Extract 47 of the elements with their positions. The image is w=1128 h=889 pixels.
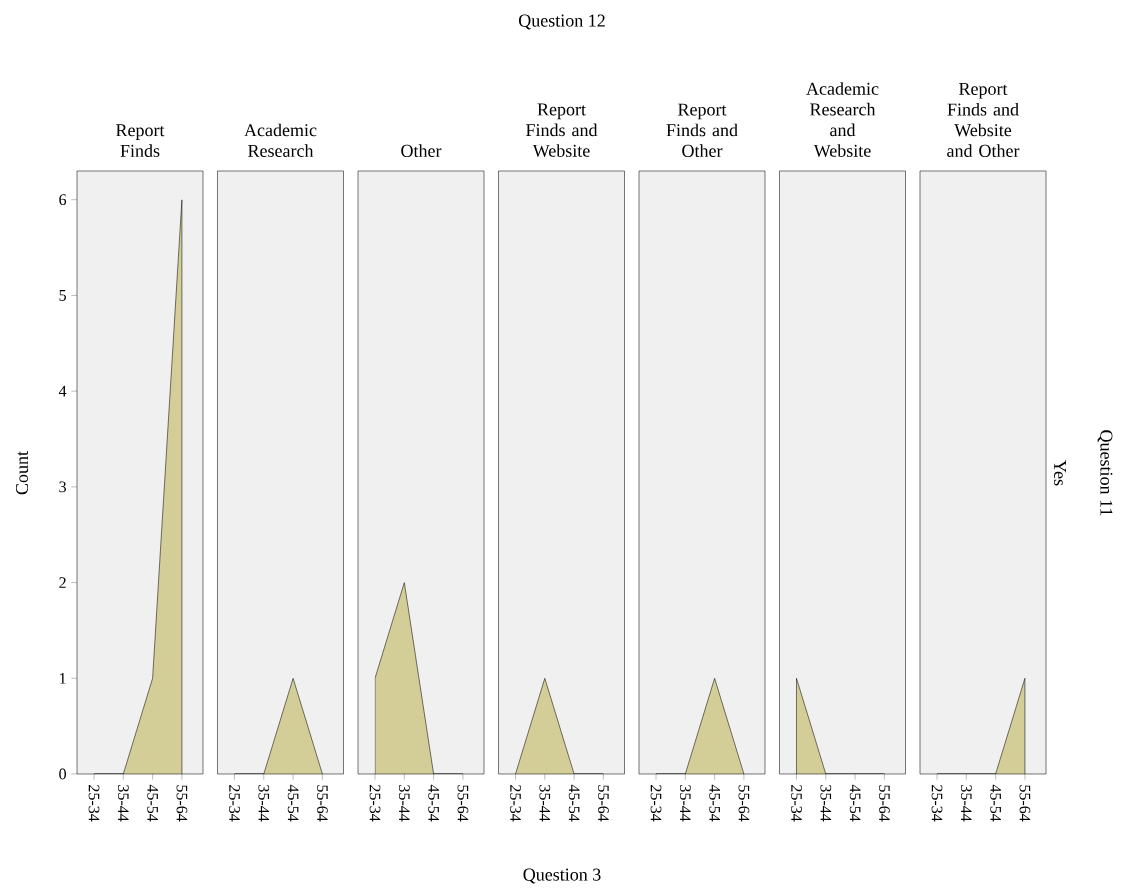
x-tick-label: 55-64 [879, 785, 890, 822]
x-tick-label: 35-44 [960, 785, 972, 822]
x-tick-label: 55-64 [598, 785, 609, 822]
x-tick-label: 55-64 [317, 785, 328, 822]
y-tick-label: 4 [58, 385, 67, 397]
y-tick-label: 6 [59, 194, 67, 206]
text: Yes [1054, 460, 1066, 486]
chart-title: Other [401, 144, 442, 157]
x-tick-label: 25-34 [229, 785, 240, 822]
x-tick-label: 35-44 [117, 785, 129, 822]
x-tick-label: 45-54 [428, 784, 439, 822]
y-axis-title: Count [15, 451, 29, 495]
x-tick-label: 35-44 [820, 785, 832, 822]
x-axis-title: Question 3 [523, 868, 601, 884]
x-tick-label: 45-54 [990, 784, 1001, 822]
x-tick-label: 45-54 [147, 784, 158, 822]
chart-title: Report Finds and Website and Other [947, 82, 1020, 157]
y-tick-label: 3 [59, 481, 66, 493]
y-tick-label: 1 [60, 673, 66, 684]
chart-title: Academic Research and Website [806, 82, 879, 157]
x-tick-label: 25-34 [931, 785, 943, 822]
y-tick-label: 5 [59, 290, 66, 301]
chart-title: Report Finds and Website [526, 103, 598, 157]
x-tick-label: 55-64 [738, 785, 750, 822]
chart-title: Report Finds [116, 124, 165, 157]
x-tick-label: 45-54 [709, 784, 720, 822]
y-tick-label: 2 [59, 577, 66, 588]
x-tick-label: 35-44 [398, 785, 410, 822]
text: Question 12 [518, 14, 605, 30]
chart-title: Report Finds and Other [666, 103, 738, 157]
x-tick-label: 35-44 [539, 785, 551, 822]
y-tick-label: 0 [59, 768, 66, 780]
x-tick-label: 25-34 [88, 785, 100, 822]
x-tick-label: 25-34 [650, 785, 662, 822]
x-tick-label: 55-64 [457, 785, 469, 822]
x-tick-label: 55-64 [176, 785, 188, 822]
chart-title: Academic Research [244, 123, 317, 157]
x-tick-label: 25-34 [791, 785, 802, 822]
x-tick-label: 45-54 [568, 784, 580, 822]
x-tick-label: 45-54 [849, 784, 861, 822]
x-tick-label: 55-64 [1019, 785, 1031, 822]
x-tick-label: 25-34 [369, 785, 381, 822]
x-tick-label: 35-44 [258, 785, 270, 822]
x-tick-label: 35-44 [679, 785, 691, 822]
x-tick-label: 25-34 [510, 785, 521, 822]
x-tick-label: 45-54 [287, 784, 299, 822]
text: Question 11 [1097, 430, 1113, 516]
